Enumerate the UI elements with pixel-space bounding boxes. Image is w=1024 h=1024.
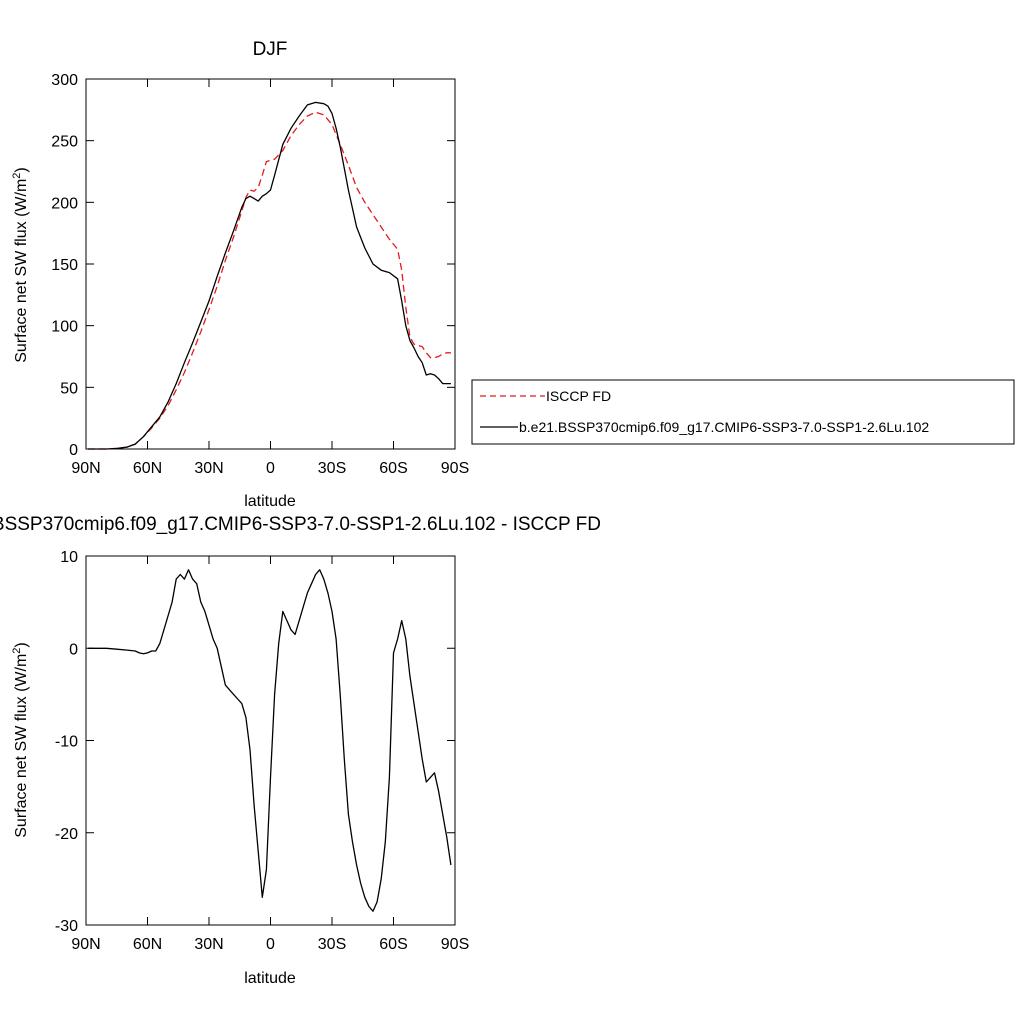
bottom-y-tick-label: -20 [55,826,78,843]
top-y-axis-title-sup: 2 [11,173,23,179]
top-x-tick-label: 0 [266,460,275,477]
bottom-x-tick-label: 60N [133,936,162,953]
top-y-tick-label: 100 [51,319,78,336]
bottom-x-tick-label: 90N [71,936,100,953]
top-plot-frame [85,78,456,450]
legend-box [471,379,1015,445]
bottom-x-tick-label: 0 [266,936,275,953]
legend-label-isccp: ISCCP FD [546,388,611,404]
bottom-chart-title: b.e21.BSSP370cmip6.f09_g17.CMIP6-SSP3-7.… [0,514,601,535]
bottom-x-axis-title: latitude [244,970,296,987]
bottom-plot-area: 90N 60N 30N 0 30S 60S 90S -30 -20 -10 0 10 [55,549,469,953]
top-x-tick-label: 90N [71,460,100,477]
bottom-y-tick-label: -10 [55,734,78,751]
top-y-tick-label: 200 [51,195,78,212]
top-y-tick-label: 250 [51,134,78,151]
bottom-plot-frame [85,555,456,926]
legend-label-model: b.e21.BSSP370cmip6.f09_g17.CMIP6-SSP3-7.… [519,419,929,435]
bottom-x-tick-label: 60S [379,936,407,953]
top-x-tick-label: 60S [379,460,407,477]
top-plot-area: 90N 60N 30N 0 30S 60S 90S 0 50 100 150 200 250 300 [51,72,469,477]
bottom-y-tick-label: -30 [55,918,78,935]
bottom-x-tick-label: 30S [318,936,346,953]
top-y-axis-title-close: ) [13,167,30,172]
legend: ISCCP FD b.e21.BSSP370cmip6.f09_g17.CMIP… [471,379,1015,445]
top-x-axis-title: latitude [244,493,296,510]
top-x-tick-label: 30N [194,460,223,477]
top-y-axis-title: Surface net SW flux (W/m2) [11,167,30,363]
bottom-y-axis-title-main: Surface net SW flux (W/m [13,654,30,838]
top-y-tick-label: 50 [60,380,78,397]
bottom-series-line-0 [88,569,452,912]
bottom-panel: b.e21.BSSP370cmip6.f09_g17.CMIP6-SSP3-7.… [0,514,601,987]
top-y-tick-label: 300 [51,72,78,89]
top-y-axis-title-main: Surface net SW flux (W/m [13,179,30,363]
bottom-x-tick-label: 30N [194,936,223,953]
bottom-y-tick-label: 10 [60,549,78,566]
top-x-tick-label: 90S [441,460,469,477]
top-x-tick-label: 60N [133,460,162,477]
top-y-tick-label: 0 [69,442,78,459]
bottom-x-tick-label: 90S [441,936,469,953]
bottom-y-axis-title-close: ) [13,642,30,647]
top-series-line-0 [88,111,451,450]
bottom-y-axis-title-sup: 2 [11,648,23,654]
top-chart-title: DJF [253,39,288,60]
top-panel: DJF 90N 60N 30N 0 30S 60S 90S 0 50 100 150 200 250 30… [11,39,469,510]
bottom-y-axis-title: Surface net SW flux (W/m2) [11,642,30,838]
top-x-tick-label: 30S [318,460,346,477]
top-y-tick-label: 150 [51,257,78,274]
bottom-y-tick-label: 0 [69,641,78,658]
top-series-line-1 [88,101,451,450]
